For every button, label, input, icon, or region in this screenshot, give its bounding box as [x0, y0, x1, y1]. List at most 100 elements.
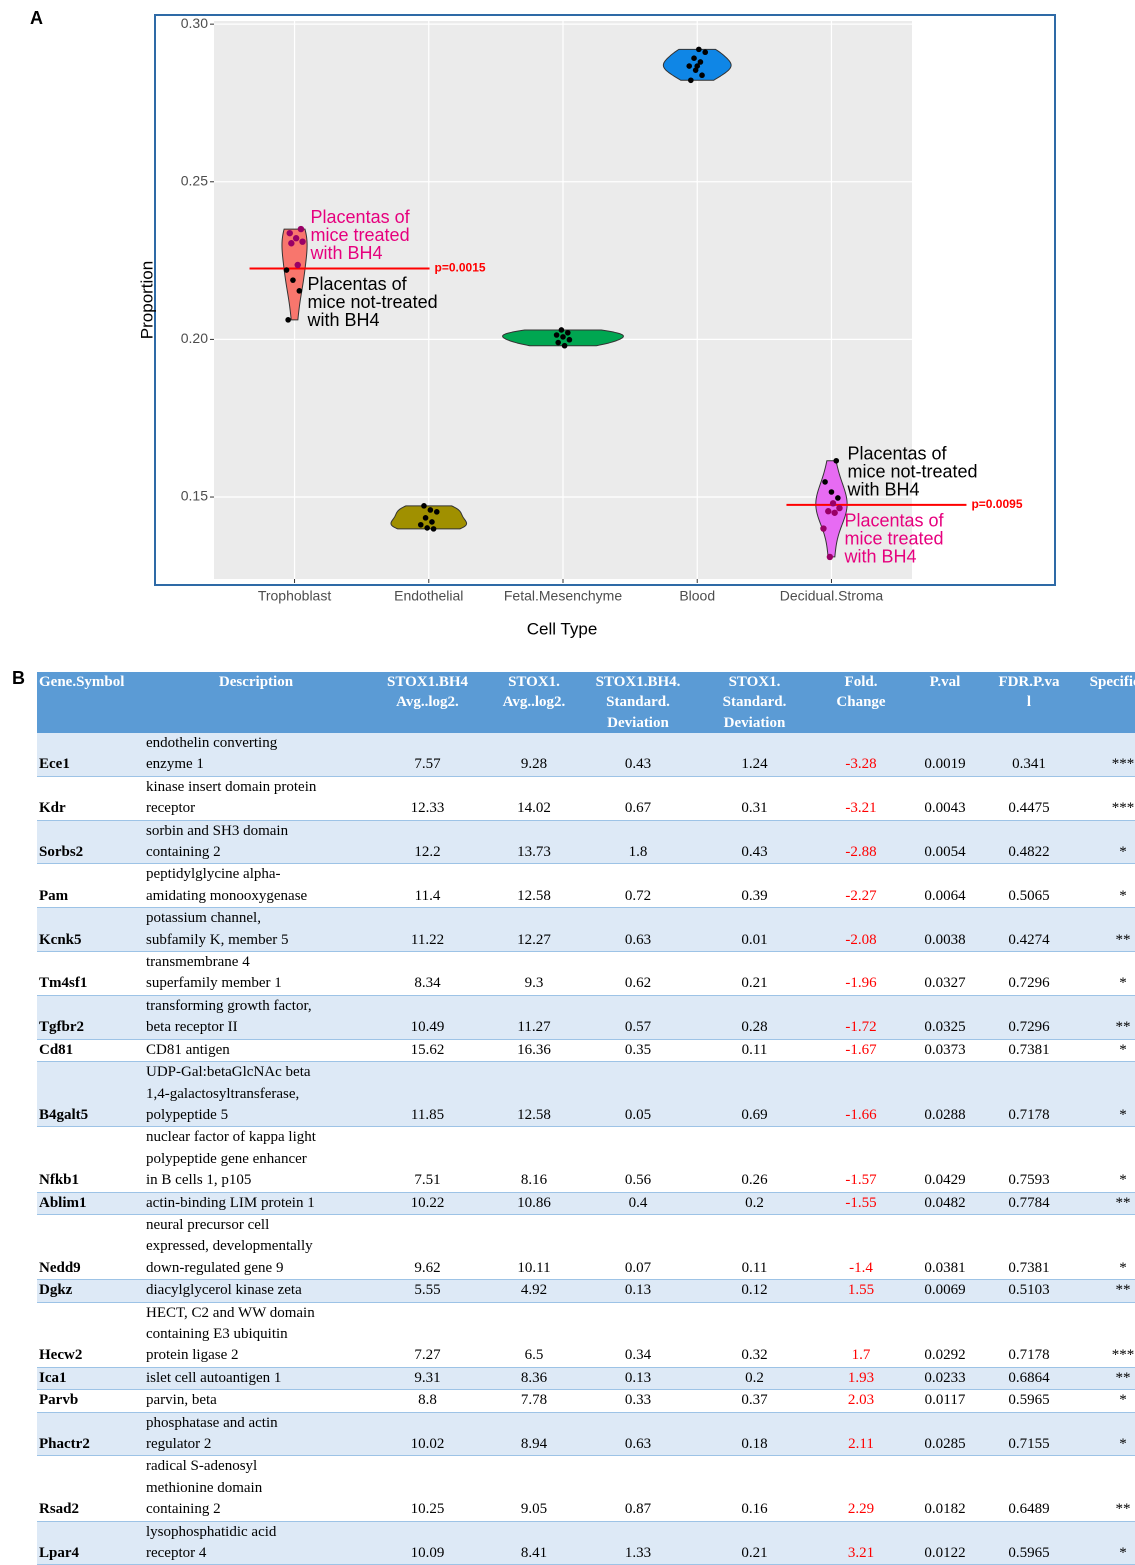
cell-text: transmembrane 4	[146, 954, 250, 971]
table-cell: 7.57	[368, 733, 487, 777]
cell-text: 3.21	[847, 1545, 875, 1562]
table-cell: 0.4822	[982, 820, 1076, 865]
table-cell: **	[1076, 1455, 1135, 1522]
table-cell: 1.7	[814, 1302, 908, 1368]
table-cell: phosphatase and actin regulator 2	[144, 1412, 368, 1457]
table-cell: Parvb	[37, 1389, 144, 1413]
table-cell: 10.49	[368, 995, 487, 1040]
table-cell: potassium channel, subfamily K, member 5	[144, 907, 368, 953]
cell-text: -1.55	[845, 1194, 877, 1211]
table-cell: 0.63	[581, 1412, 695, 1457]
table-cell: 10.25	[368, 1455, 487, 1522]
data-point	[835, 495, 841, 501]
table-cell: **	[1076, 907, 1135, 953]
table-row: Nfkb1 nuclear factor of kappa light polype…	[37, 1126, 1135, 1193]
cell-text: down-regulated gene 9	[146, 1259, 284, 1276]
violin	[390, 505, 468, 530]
cell-text: Nedd9	[39, 1259, 81, 1276]
table-cell: *	[1076, 1061, 1135, 1128]
data-point	[424, 525, 430, 531]
table-cell: 4.92	[487, 1279, 581, 1303]
data-point	[697, 59, 704, 65]
table-cell: 8.41	[487, 1521, 581, 1565]
table-cell: 7.51	[368, 1126, 487, 1193]
column-header: Specificity	[1076, 672, 1135, 733]
cell-text: 0.0482	[924, 1194, 966, 1211]
cell-text: 0.43	[741, 844, 768, 861]
cell-text: regulator 2	[146, 1436, 212, 1452]
y-axis-label: Proportion	[137, 261, 156, 339]
table-cell: 11.22	[368, 907, 487, 953]
data-point	[702, 49, 709, 56]
data-point	[820, 525, 827, 532]
chart: Cell Type Proportion 0.15 0.20 0.25 0.30 Tro…	[137, 14, 1056, 638]
cell-text: 9.05	[520, 1501, 548, 1518]
cell-text: 8.16	[520, 1172, 548, 1189]
table-cell: -1.72	[814, 995, 908, 1040]
table-cell: 14.02	[487, 776, 581, 821]
cell-text: Lpar4	[39, 1545, 80, 1562]
table-row: Hecw2 HECT, C2 and WW domain containing E3…	[37, 1302, 1135, 1368]
table-cell: 0.2	[695, 1192, 814, 1215]
table-row: Kdr kinase insert domain protein receptor 1…	[37, 776, 1135, 821]
cell-text: 7.27	[414, 1347, 441, 1364]
annotation: with BH4	[307, 310, 380, 330]
table-cell: 1.55	[814, 1279, 908, 1303]
cell-text: -2.08	[845, 931, 877, 948]
table-cell: 8.8	[368, 1389, 487, 1413]
table-cell: Ablim1	[37, 1192, 144, 1215]
gene-table: Gene.Symbol Description STOX1.BH4 Avg..log2…	[37, 672, 1135, 1565]
cell-text: 0.18	[741, 1436, 768, 1452]
header-text: Specificity	[1089, 674, 1135, 690]
cell-text: 0.0038	[924, 931, 966, 948]
cell-text: *	[1119, 1041, 1127, 1058]
annotation: with BH4	[310, 243, 383, 263]
table-cell: 0.87	[581, 1455, 695, 1522]
table-cell: 11.4	[368, 863, 487, 909]
cell-text: **	[1115, 931, 1131, 948]
table-cell: 0.63	[581, 907, 695, 953]
data-point	[427, 507, 434, 513]
data-point	[694, 63, 701, 69]
y-tick-label: 0.15	[181, 488, 208, 504]
table-cell: 0.0285	[908, 1412, 982, 1457]
violin	[281, 228, 308, 321]
data-point	[566, 336, 573, 343]
table-row: Dgkz diacylglycerol kinase zeta 5.55 4.92 0.…	[37, 1279, 1135, 1303]
table-cell: 0.07	[581, 1214, 695, 1281]
cell-text: 0.0285	[924, 1436, 966, 1452]
cell-text: 0.35	[624, 1041, 652, 1058]
cell-text: 0.63	[624, 931, 652, 948]
cell-text: *	[1119, 975, 1127, 992]
table-cell: **	[1076, 995, 1135, 1040]
y-tick-label: 0.30	[181, 15, 208, 31]
table-cell: Nedd9	[37, 1214, 144, 1281]
header-text: Deviation	[723, 714, 786, 731]
table-cell: 0.16	[695, 1455, 814, 1522]
cell-text: 0.37	[741, 1392, 768, 1409]
cell-text: 2.03	[847, 1392, 875, 1409]
header-text: Standard.	[722, 694, 787, 711]
column-header: Description	[144, 672, 368, 733]
cell-text: 0.33	[624, 1392, 652, 1409]
cell-text: -1.72	[845, 1019, 877, 1036]
cell-text: 0.0327	[924, 975, 966, 992]
table-cell: 0.57	[581, 995, 695, 1040]
table-cell: **	[1076, 1279, 1135, 1303]
table-cell: 8.16	[487, 1126, 581, 1193]
data-point	[299, 238, 306, 245]
table-cell: ***	[1076, 776, 1135, 821]
table-row: Nedd9 neural precursor cell expressed, dev…	[37, 1214, 1135, 1281]
cell-text: 1.8	[628, 844, 648, 861]
data-point	[417, 521, 424, 528]
cell-text: Cd81	[39, 1041, 74, 1058]
x-tick-label: Trophoblast	[258, 588, 332, 604]
data-point	[836, 504, 843, 512]
table-cell: 0.67	[581, 776, 695, 821]
cell-text: polypeptide 5	[146, 1106, 229, 1123]
cell-text: 0.0043	[924, 800, 966, 817]
cell-text: 0.6864	[1008, 1369, 1050, 1386]
data-point	[288, 240, 295, 247]
cell-text: 7.51	[414, 1172, 441, 1189]
cell-text: in B cells 1, p105	[146, 1172, 252, 1189]
